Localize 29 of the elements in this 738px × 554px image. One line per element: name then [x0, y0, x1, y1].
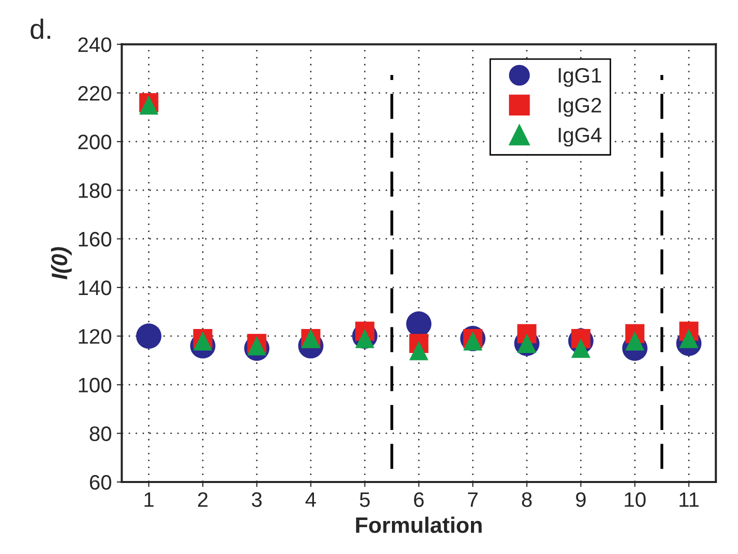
x-tick-label: 2: [198, 492, 208, 507]
point: [409, 341, 428, 360]
y-tick-label: 240: [78, 37, 112, 52]
x-axis-title: Formulation: [356, 516, 482, 533]
x-tick-label: 1: [144, 492, 154, 507]
y-tick-label: 180: [78, 183, 112, 198]
y-tick-label: 140: [78, 280, 112, 296]
x-tick-label: 3: [252, 492, 262, 508]
legend-label: IgG2: [558, 98, 602, 117]
y-tick-label: 200: [78, 134, 112, 150]
x-tick-label: 10: [624, 492, 646, 508]
x-tick-label: 7: [468, 492, 478, 507]
y-axis-title: I(0): [51, 247, 72, 280]
x-tick-label: 6: [414, 492, 424, 508]
text: d.: [30, 18, 50, 40]
y-tick-label: 80: [90, 426, 112, 442]
y-tick-label: 60: [90, 474, 112, 490]
point: [136, 323, 162, 349]
y-tick-label: 220: [78, 86, 112, 101]
x-tick-label: 5: [360, 492, 370, 508]
legend-label: IgG4: [558, 128, 602, 147]
y-tick-label: 120: [78, 329, 112, 344]
y-tick-label: 160: [78, 232, 112, 247]
x-tick-label: 11: [680, 492, 699, 507]
legend-label: IgG1: [558, 68, 602, 87]
x-tick-label: 9: [576, 492, 586, 508]
y-tick-label: 100: [78, 378, 112, 392]
x-tick-label: 8: [522, 492, 532, 508]
x-tick-label: 4: [305, 492, 316, 507]
